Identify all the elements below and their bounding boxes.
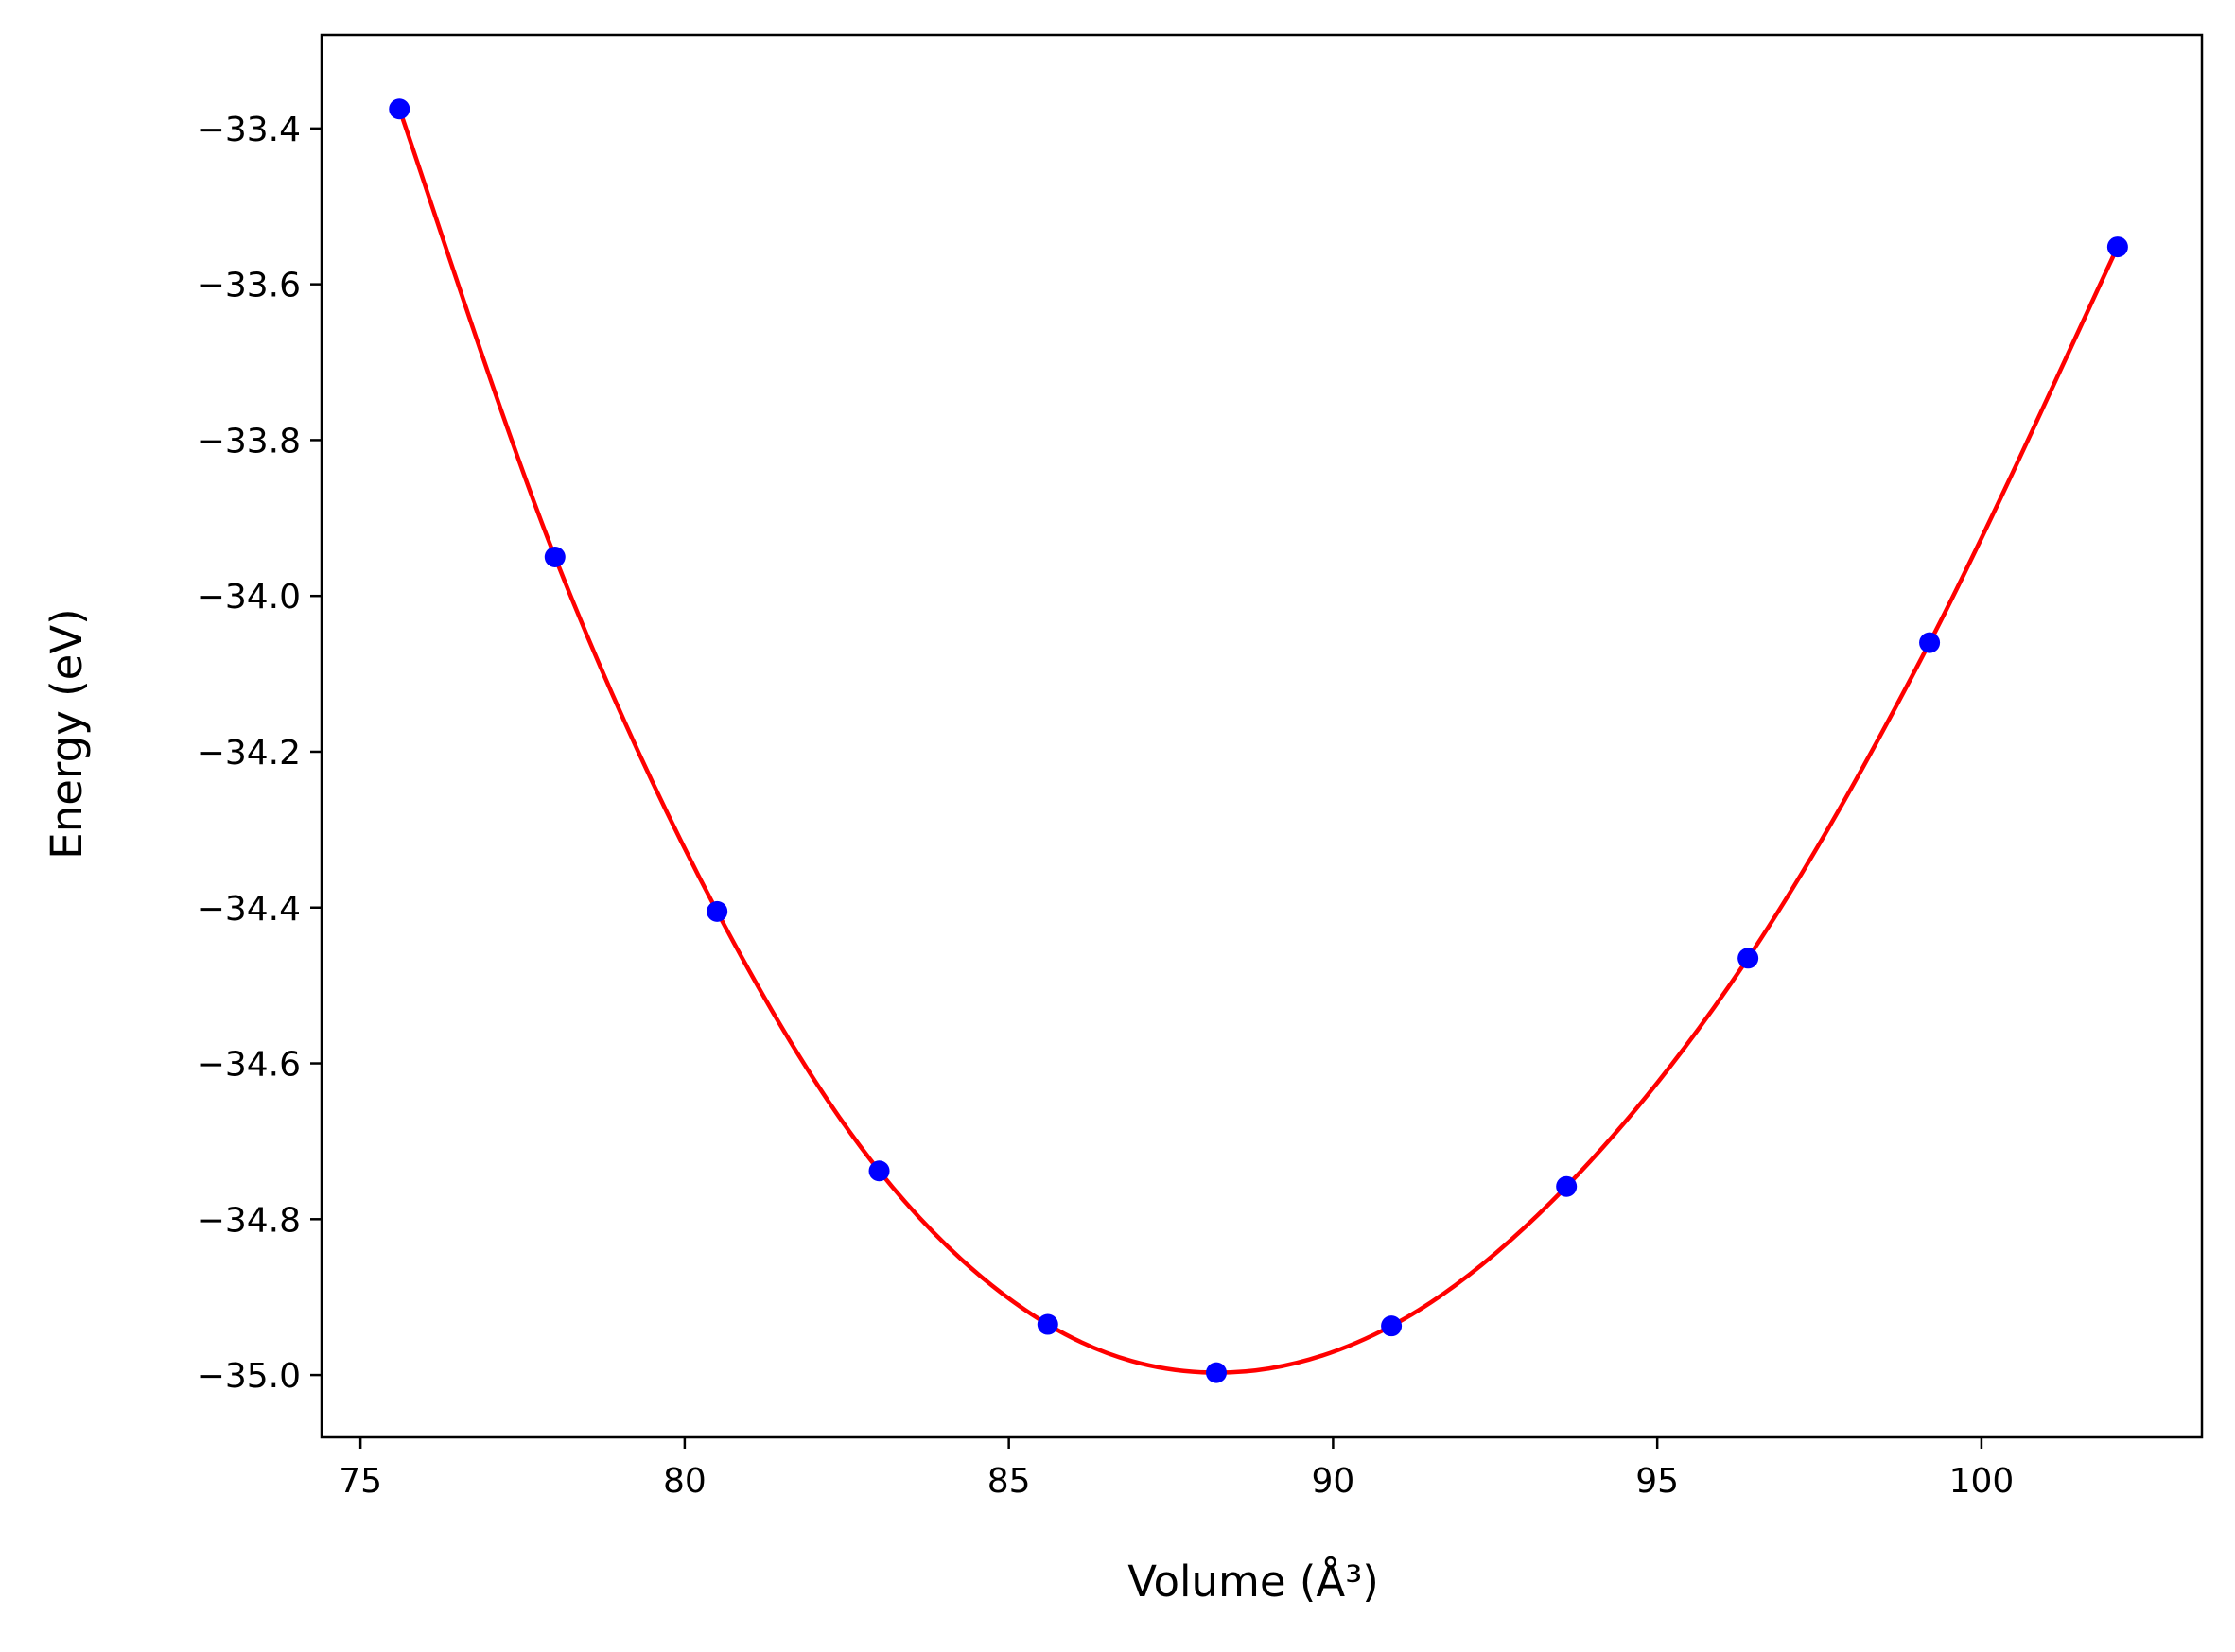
x-tick-label: 100 [1949,1462,2015,1501]
data-point [1206,1362,1228,1383]
y-tick-label: −35.0 [197,1357,301,1396]
data-point [1381,1315,1403,1337]
x-axis-ticks: 75 80 85 90 95 100 [339,1437,2014,1501]
data-point [868,1160,890,1182]
fit-curve [397,108,2120,1375]
y-axis-ticks: −33.4 −33.6 −33.8 −34.0 −34.2 −34.4 −34.6 −34.8… [197,111,322,1396]
x-tick-label: 80 [663,1462,707,1501]
y-tick-label: −33.8 [197,422,301,461]
x-tick-label: 90 [1312,1462,1355,1501]
y-axis-label: Energy (eV) [42,608,92,859]
y-tick-label: −34.2 [197,734,301,773]
y-tick-label: −34.8 [197,1201,301,1240]
data-point [1556,1175,1578,1197]
data-point [707,900,728,922]
y-tick-label: −33.6 [197,267,301,305]
data-points-layer [389,98,2128,1383]
y-tick-label: −34.0 [197,578,301,617]
data-point [1737,948,1759,969]
plot-frame [320,33,2204,1439]
fit-curve-layer [397,108,2120,1375]
y-tick-label: −34.6 [197,1046,301,1085]
y-tick-label: −34.4 [197,890,301,929]
data-point [389,98,410,120]
x-tick-label: 75 [339,1462,382,1501]
data-point [1919,632,1941,653]
x-tick-label: 95 [1635,1462,1679,1501]
data-point [1037,1313,1058,1335]
x-axis-label: Volume (Å³) [1127,1556,1379,1607]
x-tick-label: 85 [987,1462,1031,1501]
y-tick-label: −33.4 [197,111,301,149]
data-point [2106,236,2128,258]
data-point [544,547,566,568]
